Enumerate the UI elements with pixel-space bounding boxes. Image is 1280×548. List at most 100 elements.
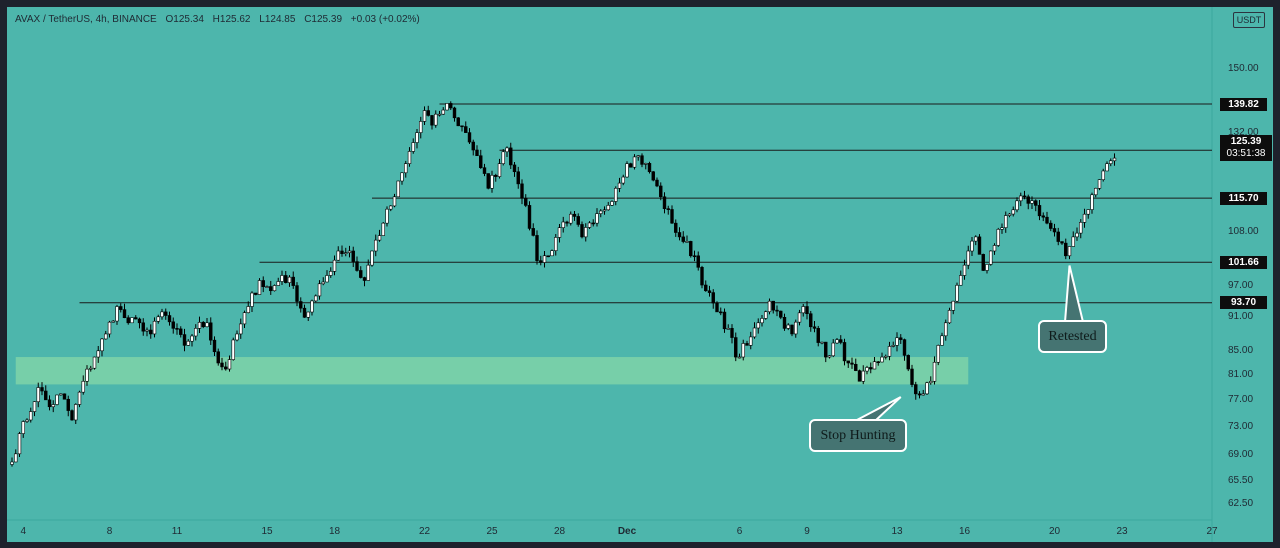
candle-down	[719, 311, 723, 314]
candle-up	[801, 306, 805, 314]
candle-down	[651, 171, 655, 181]
candle-down	[775, 309, 779, 312]
candle-down	[809, 313, 813, 328]
candle-up	[347, 250, 352, 253]
candle-down	[629, 163, 633, 168]
candle-down	[302, 307, 307, 318]
candle-down	[1034, 200, 1038, 206]
candle-down	[430, 115, 434, 126]
candle-down	[527, 205, 532, 229]
candle-down	[640, 155, 644, 165]
date-tick: 6	[736, 526, 743, 537]
candle-down	[122, 309, 127, 319]
candle-up	[160, 311, 164, 318]
candle-down	[482, 167, 487, 174]
price-chart[interactable]	[7, 7, 1273, 542]
candle-up	[404, 163, 408, 174]
candle-down	[494, 174, 498, 177]
price-tick: 97.00	[1228, 279, 1254, 291]
candle-up	[10, 461, 14, 465]
candle-down	[516, 171, 520, 185]
close-value: C125.39	[304, 14, 343, 25]
candle-down	[906, 355, 910, 370]
candle-up	[55, 394, 59, 405]
candle-up	[797, 312, 802, 323]
candle-up	[1015, 200, 1019, 211]
candle-down	[854, 363, 858, 371]
candle-up	[936, 345, 940, 363]
candle-up	[92, 356, 97, 369]
candle-down	[137, 318, 142, 324]
currency-badge[interactable]: USDT	[1233, 12, 1265, 28]
candle-up	[1071, 236, 1075, 247]
candle-up	[89, 367, 93, 370]
symbol-label: AVAX / TetherUS, 4h, BINANCE	[15, 14, 157, 25]
candle-down	[299, 301, 303, 309]
candle-down	[779, 310, 783, 318]
candle-up	[336, 250, 340, 261]
candle-down	[674, 222, 678, 233]
high-value: H125.62	[212, 14, 251, 25]
candle-up	[1079, 222, 1083, 234]
candle-up	[726, 328, 730, 330]
candle-down	[745, 343, 749, 346]
candle-down	[670, 209, 674, 224]
candle-up	[25, 419, 29, 422]
candle-up	[1030, 200, 1034, 204]
candle-down	[149, 329, 153, 335]
candle-up	[287, 276, 292, 283]
candle-down	[805, 306, 809, 315]
candle-down	[914, 384, 918, 395]
date-tick: 28	[553, 526, 566, 537]
countdown-timer: 03:51:38	[1226, 148, 1266, 159]
candle-down	[284, 275, 288, 283]
candle-up	[497, 163, 502, 177]
candle-up	[764, 311, 768, 319]
candle-up	[314, 295, 318, 302]
candle-up	[621, 176, 625, 184]
candle-down	[355, 261, 359, 271]
candle-up	[970, 240, 974, 252]
candle-down	[839, 339, 843, 343]
candle-up	[921, 393, 925, 396]
candle-down	[464, 126, 468, 133]
candle-up	[951, 300, 955, 311]
candle-up	[419, 121, 423, 133]
candle-down	[449, 103, 453, 109]
candle-up	[895, 337, 899, 346]
candle-up	[1101, 170, 1105, 180]
candle-up	[441, 109, 445, 115]
candle-up	[599, 210, 603, 214]
demand-zone	[15, 357, 969, 385]
candle-up	[1105, 163, 1109, 172]
candle-down	[1045, 216, 1049, 224]
candle-up	[389, 205, 393, 210]
candle-up	[794, 321, 798, 335]
price-tick: 69.00	[1228, 448, 1254, 460]
candle-down	[475, 149, 479, 157]
candle-up	[392, 196, 397, 207]
date-tick: 23	[1116, 526, 1128, 537]
candle-up	[929, 380, 933, 384]
candle-down	[47, 399, 52, 408]
candle-up	[239, 323, 243, 335]
candles	[10, 101, 1117, 467]
candle-down	[209, 322, 213, 341]
price-tick: 73.00	[1228, 420, 1254, 432]
date-tick: 4	[20, 526, 27, 537]
candle-up	[29, 411, 33, 421]
candle-down	[134, 317, 138, 320]
candle-down	[224, 366, 228, 370]
candle-down	[70, 410, 74, 421]
candle-up	[606, 205, 610, 211]
candle-down	[546, 255, 550, 258]
candle-up	[610, 201, 614, 206]
candle-up	[145, 329, 149, 332]
candle-up	[1019, 195, 1023, 202]
candle-down	[479, 155, 483, 168]
candle-up	[1000, 227, 1004, 230]
level-price-label: 101.66	[1220, 255, 1267, 269]
candle-down	[119, 306, 123, 310]
candle-up	[325, 275, 329, 283]
candle-down	[842, 342, 847, 362]
